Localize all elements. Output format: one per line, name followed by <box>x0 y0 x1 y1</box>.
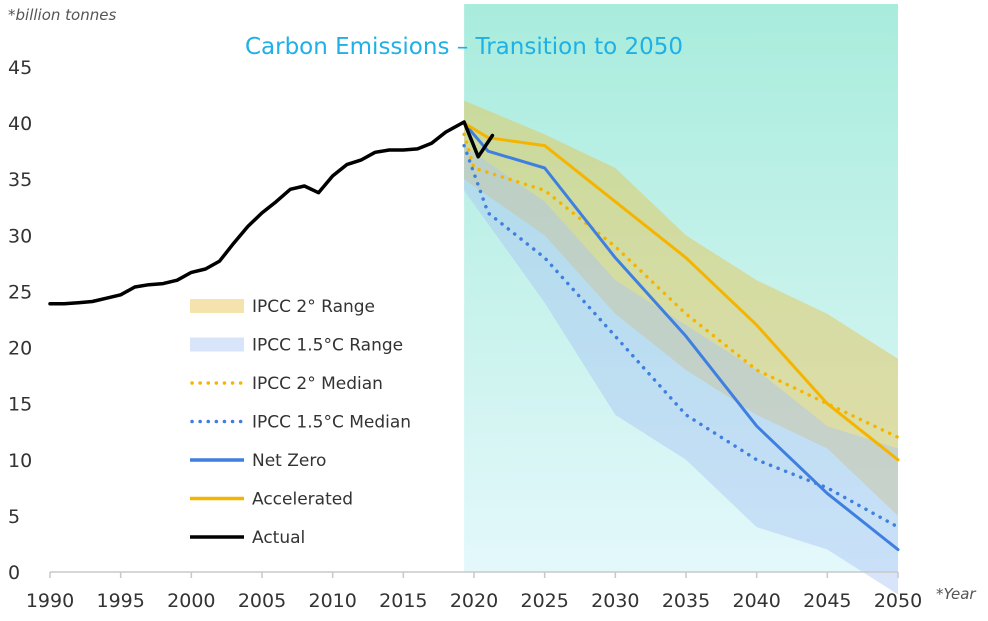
ipcc-1-5-range-band <box>464 145 898 595</box>
x-tick-label: 1990 <box>26 590 74 612</box>
legend-label: IPCC 2° Range <box>252 297 375 317</box>
y-tick-label: 5 <box>8 506 20 528</box>
x-tick-label: 2040 <box>732 590 780 612</box>
x-unit-label: *Year <box>936 585 976 603</box>
x-tick-label: 2000 <box>167 590 215 612</box>
x-tick-label: 2015 <box>379 590 427 612</box>
x-tick-label: 2025 <box>520 590 568 612</box>
legend-label: Actual <box>252 528 305 548</box>
series-accelerated <box>462 121 900 462</box>
legend-item-ipcc-1-5-c-range: IPCC 1.5°C Range <box>190 336 403 356</box>
legend-item-actual: Actual <box>190 528 305 548</box>
legend-swatch <box>190 299 244 313</box>
chart-title: Carbon Emissions – Transition to 2050 <box>245 34 683 60</box>
future-highlight-region <box>464 4 898 572</box>
legend-label: IPCC 1.5°C Median <box>252 413 411 433</box>
legend-item-ipcc-1-5-c-median: IPCC 1.5°C Median <box>190 413 411 433</box>
legend-item-ipcc-2-range: IPCC 2° Range <box>190 297 375 317</box>
legend-label: IPCC 1.5°C Range <box>252 336 403 356</box>
y-tick-label: 15 <box>8 394 32 416</box>
x-tick-label: 2010 <box>308 590 356 612</box>
y-tick-label: 10 <box>8 450 32 472</box>
y-tick-label: 45 <box>8 57 32 79</box>
y-tick-label: 40 <box>8 113 32 135</box>
y-unit-label: *billion tonnes <box>8 6 116 24</box>
x-tick-label: 2020 <box>450 590 498 612</box>
y-tick-label: 25 <box>8 281 32 303</box>
series-net-zero <box>462 121 900 552</box>
legend-label: Accelerated <box>252 490 353 510</box>
y-tick-label: 20 <box>8 338 32 360</box>
x-tick-label: 2035 <box>662 590 710 612</box>
x-tick-label: 2045 <box>803 590 851 612</box>
x-tick-label: 2005 <box>238 590 286 612</box>
legend-item-accelerated: Accelerated <box>190 490 353 510</box>
legend-label: Net Zero <box>252 451 326 471</box>
y-tick-label: 30 <box>8 225 32 247</box>
y-tick-label: 35 <box>8 169 32 191</box>
legend-item-ipcc-2-median: IPCC 2° Median <box>190 374 383 394</box>
series-ipcc-2-median <box>462 132 900 440</box>
legend-label: IPCC 2° Median <box>252 374 383 394</box>
legend-swatch <box>190 337 244 352</box>
legend-item-net-zero: Net Zero <box>190 451 326 471</box>
y-tick-label: 0 <box>8 562 20 584</box>
x-tick-label: 2030 <box>591 590 639 612</box>
series-actual <box>48 120 495 306</box>
x-tick-label: 1995 <box>96 590 144 612</box>
legend: IPCC 2° Range IPCC 1.5°C Range IPCC 2° Med… <box>190 297 411 548</box>
x-tick-label: 2050 <box>874 590 922 612</box>
